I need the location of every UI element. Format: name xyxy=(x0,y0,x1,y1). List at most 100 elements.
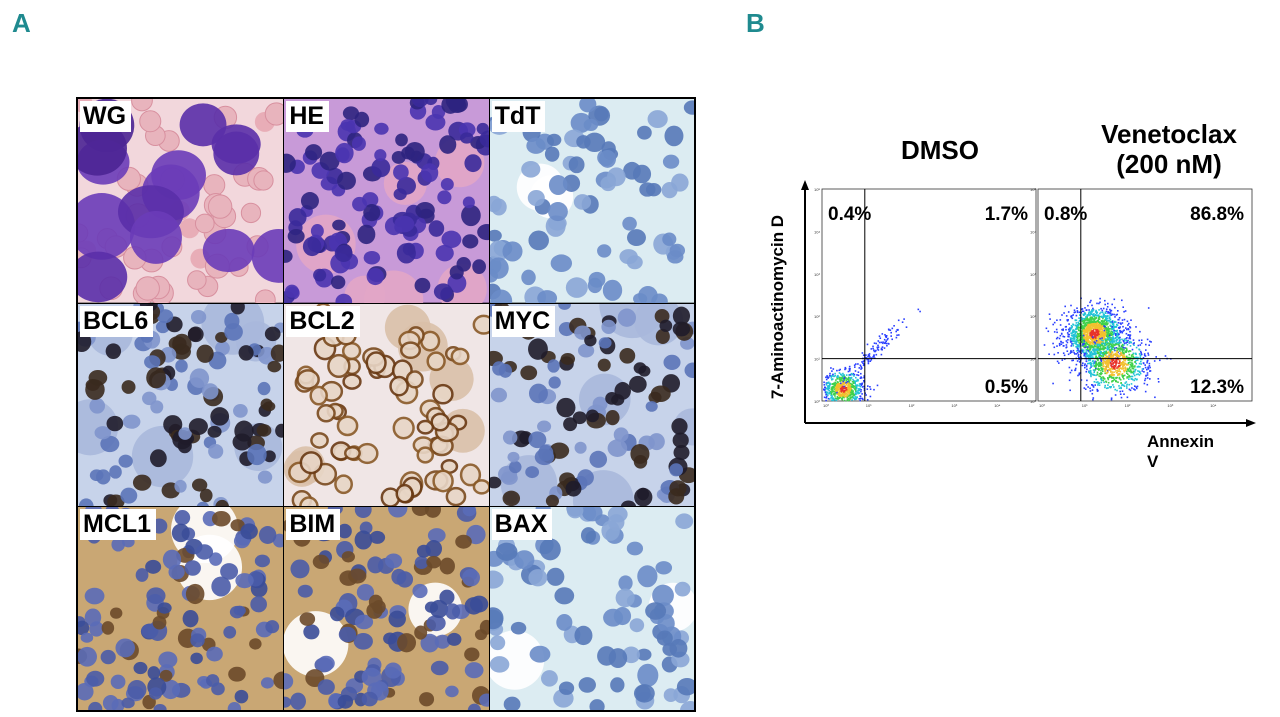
event-dot xyxy=(846,396,848,399)
event-dot xyxy=(849,396,851,399)
event-dot xyxy=(1113,386,1115,388)
event-dot xyxy=(851,385,854,387)
event-dot xyxy=(1130,371,1132,374)
event-dot xyxy=(875,342,877,345)
event-dot xyxy=(1122,339,1125,342)
event-dot xyxy=(830,377,833,379)
event-dot xyxy=(838,397,840,399)
event-dot xyxy=(1104,337,1106,340)
event-dot xyxy=(1109,359,1111,361)
event-dot xyxy=(1114,326,1116,328)
event-dot xyxy=(832,368,835,370)
event-dot xyxy=(826,391,828,394)
event-dot xyxy=(1071,317,1074,320)
event-dot xyxy=(1118,387,1121,389)
event-dot xyxy=(842,382,845,385)
event-dot xyxy=(836,385,838,388)
event-dot xyxy=(1113,326,1115,329)
event-dot xyxy=(881,346,884,348)
event-dot xyxy=(1076,307,1078,309)
event-dot xyxy=(1084,319,1087,321)
event-dot xyxy=(860,365,862,368)
event-dot xyxy=(1112,384,1114,386)
event-dot xyxy=(831,395,833,397)
event-dot xyxy=(1125,342,1127,344)
event-dot xyxy=(1116,369,1119,372)
event-dot xyxy=(1129,326,1132,329)
event-dot xyxy=(1133,379,1136,382)
event-dot xyxy=(1119,363,1122,365)
event-dot xyxy=(1055,328,1058,331)
event-dot xyxy=(1104,299,1106,302)
event-dot xyxy=(1092,363,1095,365)
event-dot xyxy=(1146,360,1149,363)
event-dot xyxy=(836,388,839,391)
event-dot xyxy=(1091,365,1093,367)
event-dot xyxy=(836,383,838,385)
event-dot xyxy=(1085,365,1088,368)
event-dot xyxy=(1081,330,1084,333)
event-dot xyxy=(841,377,844,379)
event-dot xyxy=(1114,352,1117,355)
event-dot xyxy=(1088,319,1091,321)
event-dot xyxy=(1075,334,1078,337)
event-dot xyxy=(1127,364,1129,366)
event-dot xyxy=(856,391,859,394)
event-dot xyxy=(1138,339,1140,342)
event-dot xyxy=(1104,347,1107,349)
histology-tile-tdt: TdT xyxy=(489,99,694,303)
event-dot xyxy=(1139,372,1142,375)
event-dot xyxy=(1083,354,1086,357)
event-dot xyxy=(1114,333,1117,335)
event-dot xyxy=(1091,331,1094,334)
event-dot xyxy=(839,386,842,388)
event-dot xyxy=(1087,349,1089,352)
event-dot xyxy=(1079,334,1081,337)
event-dot xyxy=(1098,318,1101,320)
event-dot xyxy=(1086,333,1089,336)
event-dot xyxy=(1076,340,1078,343)
event-dot xyxy=(1100,311,1102,314)
event-dot xyxy=(1085,342,1088,345)
event-dot xyxy=(1085,349,1088,351)
event-dot xyxy=(832,385,835,388)
event-dot xyxy=(1045,327,1048,330)
event-dot xyxy=(1093,369,1096,372)
event-dot xyxy=(1107,328,1110,331)
event-dot xyxy=(1083,320,1086,322)
event-dot xyxy=(1067,333,1070,336)
event-dot xyxy=(1104,303,1106,306)
event-dot xyxy=(1063,312,1065,314)
event-dot xyxy=(1111,374,1113,377)
event-dot xyxy=(1111,313,1114,316)
quadrant-upper-left: 0.4% xyxy=(828,204,871,225)
event-dot xyxy=(1073,311,1076,314)
event-dot xyxy=(1125,339,1128,342)
event-dot xyxy=(1101,343,1103,346)
event-dot xyxy=(1112,343,1114,346)
event-dot xyxy=(823,389,826,391)
y-tick-label: 10¹ xyxy=(814,357,820,362)
event-dot xyxy=(1089,344,1091,347)
event-dot xyxy=(1132,373,1135,375)
event-dot xyxy=(1084,317,1086,320)
quadrant-lower-right: 0.5% xyxy=(985,377,1028,398)
event-dot xyxy=(1094,362,1096,364)
event-dot xyxy=(1091,316,1094,319)
event-dot xyxy=(1101,342,1104,345)
event-dot xyxy=(839,387,842,390)
event-dot xyxy=(917,308,920,311)
event-dot xyxy=(1093,371,1095,373)
event-dot xyxy=(1090,366,1092,368)
event-dot xyxy=(1097,348,1099,351)
event-dot xyxy=(856,396,858,398)
event-dot xyxy=(1119,379,1122,381)
event-dot xyxy=(873,388,875,391)
event-dot xyxy=(1102,335,1105,337)
event-dot xyxy=(1100,359,1102,361)
event-dot xyxy=(1107,342,1109,345)
event-dot xyxy=(1070,334,1073,336)
event-dot xyxy=(1082,362,1084,364)
event-dot xyxy=(828,374,831,377)
event-dot xyxy=(1124,367,1126,369)
